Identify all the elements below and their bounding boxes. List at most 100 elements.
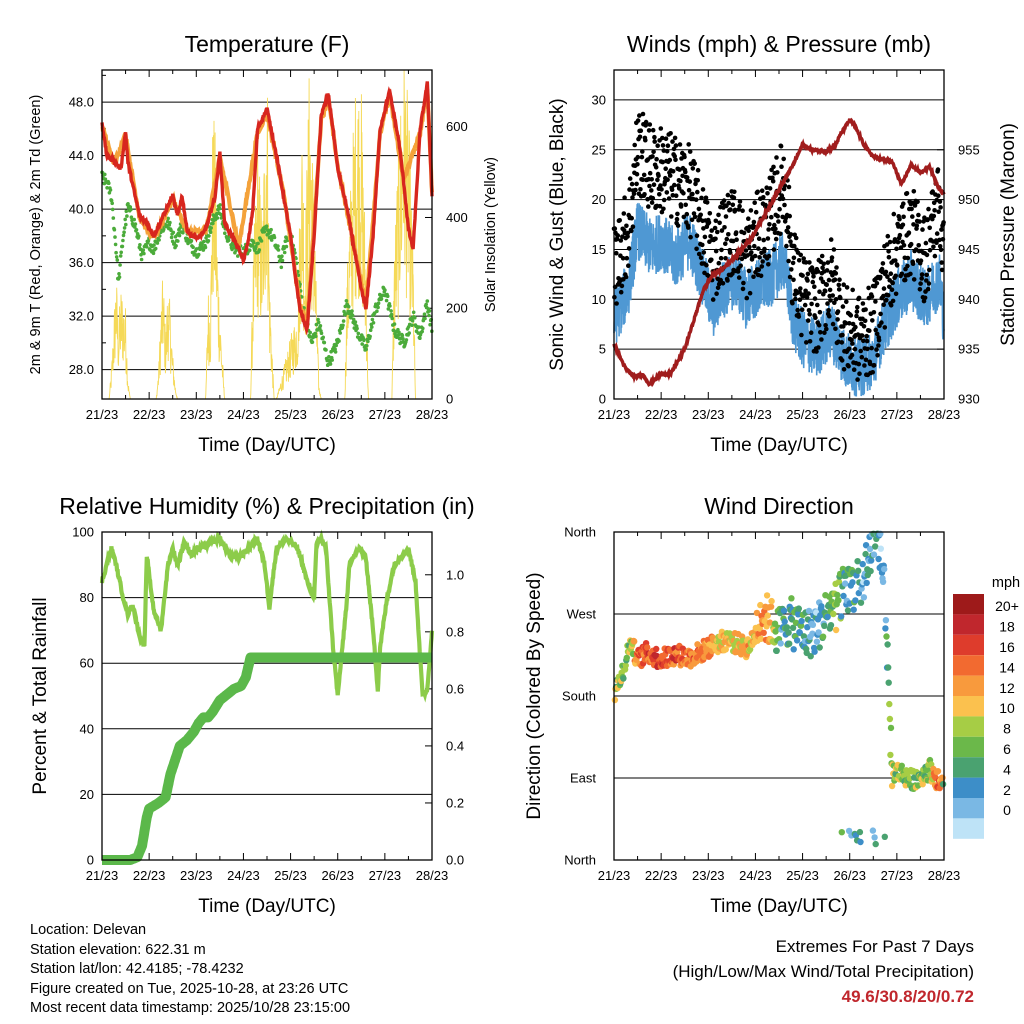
direction-point <box>620 675 627 682</box>
gust-point <box>728 207 733 212</box>
gust-point <box>813 315 818 321</box>
direction-point <box>844 607 852 614</box>
gust-point <box>752 200 757 205</box>
gust-point <box>822 330 827 336</box>
gust-point <box>938 247 944 253</box>
gust-point <box>761 195 766 200</box>
gust-point <box>924 252 930 258</box>
gust-point <box>792 243 797 249</box>
dewpoint-point <box>313 331 318 336</box>
direction-point <box>757 601 764 609</box>
gust-point <box>806 308 812 313</box>
gust-point <box>828 237 834 242</box>
dewpoint-point <box>370 317 375 322</box>
gust-point <box>900 222 906 228</box>
gust-point <box>833 326 838 332</box>
y-tick-label: North <box>564 853 596 868</box>
dewpoint-point <box>390 316 395 321</box>
gust-point <box>891 211 897 217</box>
direction-point <box>886 700 893 708</box>
dewpoint-point <box>368 328 373 333</box>
direction-point <box>777 640 784 647</box>
gust-point <box>916 212 921 218</box>
y-tick-label-left: 5 <box>599 342 606 357</box>
legend-swatch <box>953 818 984 839</box>
gust-point <box>638 187 643 192</box>
gust-point <box>740 286 746 292</box>
dewpoint-point <box>355 326 359 331</box>
panel-wind-direction: 21/23 22/23 23/23 24/23 25/23 26/23 27/23 28/23… <box>524 493 960 917</box>
gust-point <box>630 195 635 200</box>
gust-point <box>736 275 742 280</box>
gust-point <box>836 287 842 292</box>
direction-point <box>756 625 763 632</box>
gust-point <box>889 287 895 293</box>
gust-point <box>874 331 880 337</box>
gust-point <box>713 236 718 242</box>
gust-point <box>788 239 793 244</box>
gust-point <box>634 171 640 177</box>
gust-point <box>893 291 899 297</box>
dewpoint-point <box>204 236 208 240</box>
dewpoint-point <box>425 299 430 303</box>
panel-temperature: 21/23 22/23 23/23 24/23 25/23 26/23 27/23 28/23… <box>28 31 499 456</box>
legend-swatch <box>953 614 984 635</box>
direction-point <box>898 762 905 769</box>
direction-point <box>757 635 765 642</box>
dewpoint-point <box>379 297 384 301</box>
dewpoint-point <box>401 337 405 341</box>
y-tick-label-right: 0.0 <box>446 853 464 868</box>
extremes-values: 49.6/30.8/20/0.72 <box>841 987 974 1006</box>
dewpoint-point <box>319 331 324 336</box>
gust-point <box>769 214 774 220</box>
gust-point <box>790 300 795 306</box>
dewpoint-point <box>413 316 417 320</box>
gust-point <box>791 255 797 261</box>
gust-point <box>799 332 804 338</box>
gust-point <box>660 135 665 141</box>
gust-point <box>910 214 915 219</box>
gust-point <box>934 240 939 245</box>
dewpoint-point <box>133 222 138 226</box>
sonic-wind-line <box>613 202 945 397</box>
dewpoint-point <box>129 207 133 212</box>
dewpoint-point <box>155 241 160 245</box>
dewpoint-point <box>194 247 199 251</box>
direction-point <box>815 629 822 636</box>
direction-point <box>871 834 878 841</box>
gust-point <box>882 325 888 330</box>
direction-point <box>804 624 811 631</box>
dewpoint-point <box>356 331 361 336</box>
dewpoint-point <box>327 355 331 359</box>
gust-point <box>816 322 822 328</box>
gust-point <box>850 341 855 346</box>
direction-point <box>857 599 865 606</box>
direction-point <box>785 629 792 636</box>
direction-point <box>768 597 775 605</box>
dewpoint-point <box>211 221 215 226</box>
dewpoint-point <box>161 227 166 232</box>
plot-frame <box>101 69 433 400</box>
dewpoint-point <box>353 320 358 324</box>
gust-point <box>844 299 849 305</box>
gust-point <box>766 253 772 259</box>
gust-point <box>635 154 641 160</box>
gust-point <box>839 358 845 363</box>
dewpoint-point <box>113 235 117 239</box>
gust-point <box>707 211 713 216</box>
gust-point <box>807 312 812 317</box>
y-tick-label-right: 945 <box>958 242 980 257</box>
dewpoint-point <box>383 288 387 292</box>
gust-point <box>799 307 805 313</box>
gust-point <box>918 281 923 286</box>
direction-point <box>939 774 946 781</box>
chart-title: Relative Humidity (%) & Precipitation (i… <box>59 493 474 519</box>
gust-point <box>914 223 920 228</box>
gust-point <box>824 326 829 332</box>
dewpoint-point <box>404 338 409 342</box>
gust-point <box>897 216 902 222</box>
dewpoint-point <box>218 203 222 207</box>
gust-point <box>822 288 828 294</box>
direction-point <box>860 594 868 601</box>
gust-point <box>687 179 693 184</box>
